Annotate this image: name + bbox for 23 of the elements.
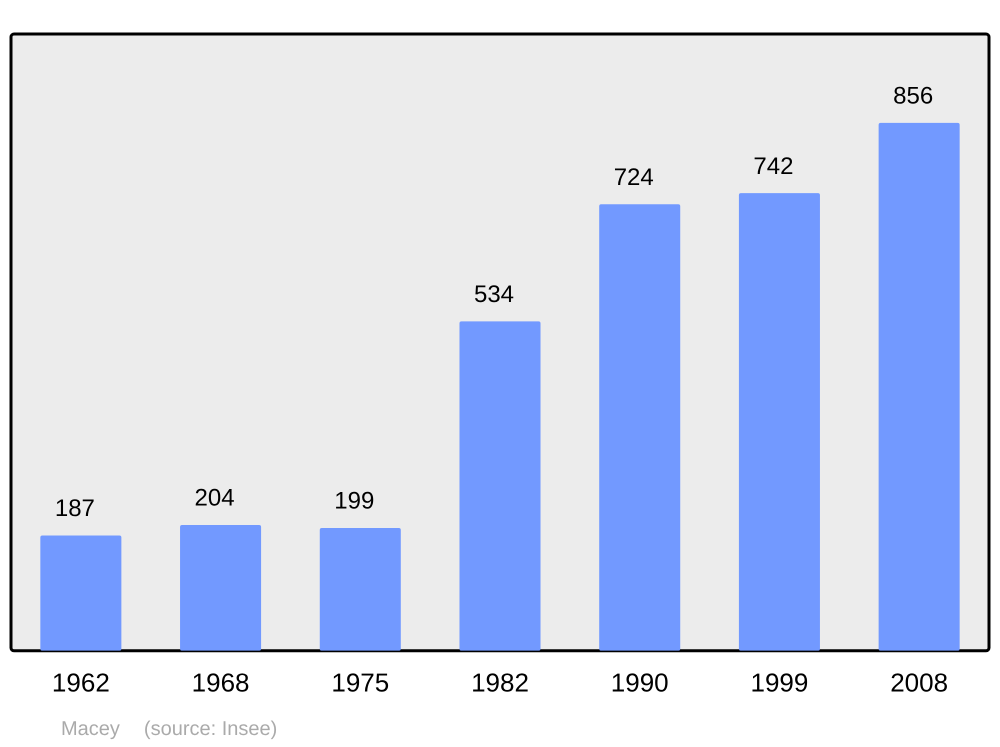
data-label: 199 [334,488,374,515]
data-label: 187 [54,495,95,522]
x-tick-label: 1982 [471,668,529,698]
x-tick-label: 1990 [610,668,669,698]
bar [459,321,541,651]
bar [180,524,262,651]
data-label: 534 [474,281,514,308]
bar [320,528,401,651]
x-tick-label: 1975 [331,668,390,698]
data-label: 204 [194,484,235,512]
text: (source: Insee) [144,718,278,740]
data-label: 724 [614,164,654,191]
text: Macey [61,718,120,740]
bar [40,535,122,651]
bar [738,193,820,651]
x-tick-label: 1999 [750,668,808,698]
data-label: 856 [893,82,934,110]
x-tick-label: 2008 [890,668,948,698]
x-tick-label: 1962 [52,668,110,698]
data-label: 742 [753,152,794,180]
x-tick-label: 1968 [192,668,250,698]
bar [878,122,960,651]
bar [599,204,680,651]
